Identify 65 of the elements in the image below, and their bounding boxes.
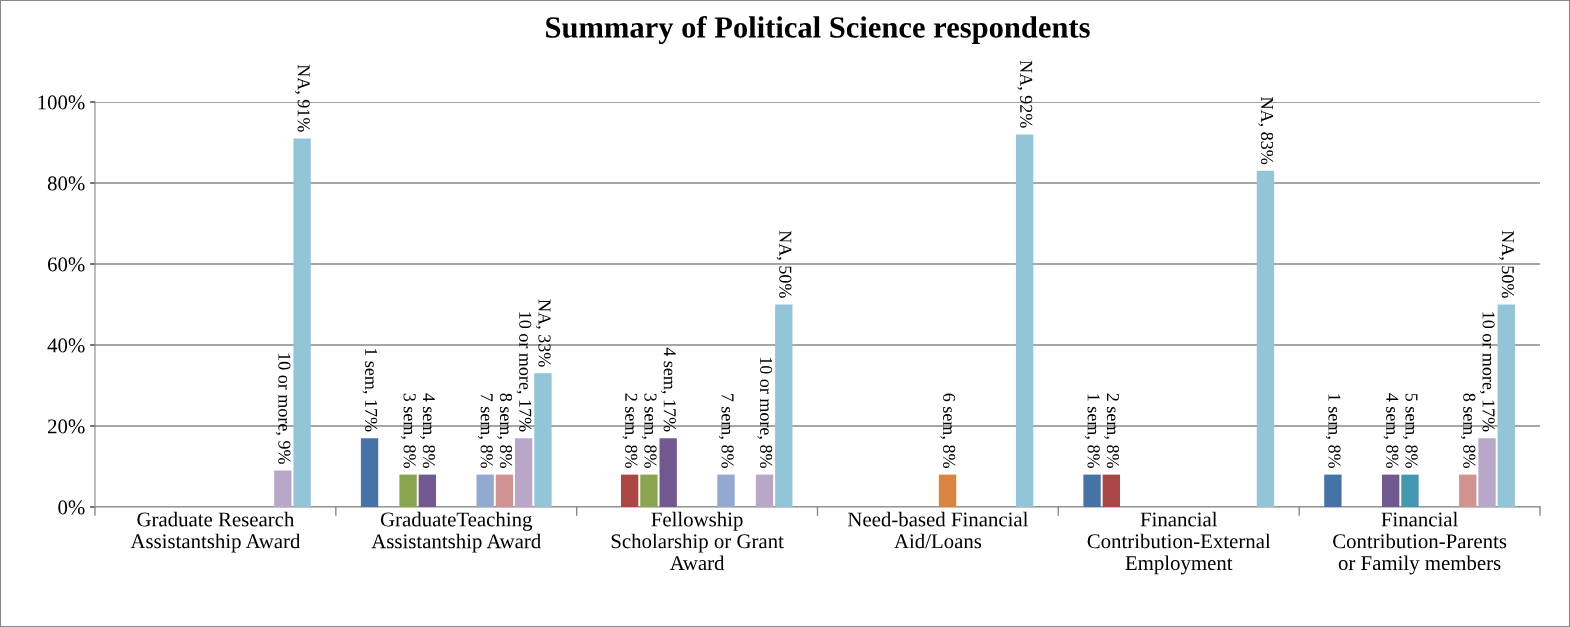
- data-label: 7 sem, 8%: [718, 393, 734, 468]
- data-label: 3 sem, 8%: [641, 393, 657, 468]
- bar: [755, 474, 774, 507]
- data-label: 8 sem, 8%: [497, 393, 513, 468]
- x-tick-label: Need-based Financial Aid/Loans: [847, 511, 1029, 549]
- y-tick-label: 0%: [58, 500, 85, 515]
- bar: [1401, 474, 1419, 507]
- data-label: 10 or more, 9%: [275, 353, 291, 464]
- x-tick-label: Fellowship Scholarship or Grant Award: [611, 511, 784, 571]
- x-tick-label: Financial Contribution-Parents or Family members: [1333, 511, 1507, 575]
- bar: [399, 474, 417, 507]
- bar: [775, 304, 793, 507]
- bar: [717, 474, 735, 507]
- bar: [293, 138, 311, 507]
- chart-title: Summary of Political Science respondents: [546, 15, 1090, 45]
- data-label: NA, 33%: [535, 299, 551, 367]
- bar: [1459, 474, 1477, 507]
- bar: [274, 470, 292, 507]
- data-label: 7 sem, 8%: [478, 393, 493, 468]
- data-label: 3 sem, 8%: [400, 393, 416, 468]
- y-tick-label: 60%: [47, 257, 85, 272]
- data-label: 4 sem, 17%: [661, 347, 676, 432]
- data-label: 8 sem, 8%: [1460, 393, 1476, 468]
- bar: [938, 474, 957, 507]
- bar: [515, 438, 533, 507]
- data-label: 1 sem, 8%: [1325, 394, 1341, 468]
- data-label: NA, 50%: [1499, 230, 1514, 298]
- data-label: NA, 83%: [1258, 97, 1274, 165]
- bar: [1015, 134, 1034, 507]
- x-tick-label: GraduateTeaching Assistantship Award: [371, 511, 541, 553]
- bar: [418, 474, 437, 507]
- bar: [1256, 170, 1275, 507]
- data-label: 4 sem, 8%: [420, 393, 436, 468]
- bar: [1324, 474, 1342, 507]
- x-tick-label: Financial Contribution-External Employment: [1087, 511, 1271, 575]
- data-label: NA, 50%: [776, 230, 792, 298]
- y-tick-label: 100%: [38, 95, 85, 110]
- y-tick-label: 80%: [47, 176, 85, 191]
- data-label: 10 or more, 8%: [757, 357, 773, 468]
- bar: [360, 438, 379, 507]
- bar: [620, 474, 639, 507]
- bar: [640, 474, 658, 507]
- bar: [1478, 438, 1496, 507]
- bar: [1102, 474, 1120, 507]
- bar: [534, 373, 552, 507]
- bar: [495, 474, 514, 507]
- data-label: NA, 91%: [295, 64, 310, 132]
- bar: [1382, 474, 1400, 507]
- data-label: 1 sem, 17%: [362, 348, 378, 432]
- bar: [659, 438, 677, 507]
- y-tick-label: 40%: [47, 338, 85, 353]
- y-tick-label: 20%: [48, 419, 85, 434]
- data-label: 1 sem, 8%: [1084, 394, 1100, 468]
- data-label: 4 sem, 8%: [1383, 393, 1399, 468]
- bar: [1083, 474, 1101, 507]
- data-label: 2 sem, 8%: [622, 393, 638, 468]
- data-label: 10 or more, 17%: [516, 312, 532, 432]
- data-label: 10 or more, 17%: [1479, 312, 1495, 432]
- data-label: 5 sem, 8%: [1402, 393, 1418, 468]
- x-tick-label: Graduate Research Assistantship Award: [130, 511, 301, 553]
- data-label: 2 sem, 8%: [1104, 393, 1119, 468]
- data-label: NA, 92%: [1017, 60, 1033, 128]
- data-label: 6 sem, 8%: [940, 393, 956, 468]
- bar: [476, 474, 494, 507]
- bar: [1497, 304, 1515, 507]
